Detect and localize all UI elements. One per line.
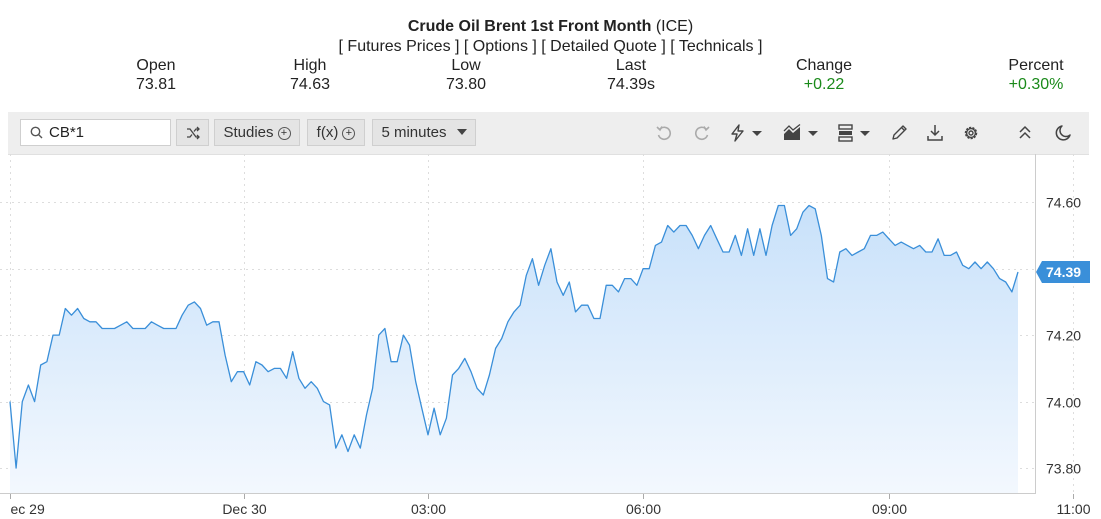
search-icon	[30, 126, 43, 139]
redo-button[interactable]	[693, 124, 711, 142]
time-tick-label: Dec 30	[222, 501, 267, 517]
add-icon: +	[342, 127, 356, 140]
fx-button[interactable]: f(x) +	[307, 119, 365, 146]
futures-prices-link[interactable]: [ Futures Prices ]	[338, 38, 460, 55]
undo-icon	[656, 126, 672, 141]
time-tick-label: 03:00	[411, 501, 446, 517]
fx-label: f(x)	[316, 124, 339, 141]
detailed-quote-link[interactable]: [ Detailed Quote ]	[541, 38, 666, 55]
last-price-badge: 74.39	[1036, 261, 1090, 283]
high-value: 74.63	[289, 76, 331, 93]
pencil-icon	[892, 125, 907, 140]
theme-toggle[interactable]	[1054, 124, 1072, 142]
interval-label: 5 minutes	[381, 124, 447, 141]
technicals-link[interactable]: [ Technicals ]	[670, 38, 763, 55]
lightning-menu[interactable]	[729, 124, 765, 142]
download-button[interactable]	[926, 124, 944, 142]
open-label: Open	[136, 57, 176, 74]
interval-select[interactable]: 5 minutes	[372, 119, 476, 146]
gear-icon	[964, 126, 978, 140]
layout-icon	[838, 124, 870, 142]
chart-toolbar: Studies+ f(x)+ 5 minutes	[8, 112, 1089, 155]
quote-high: High 74.63	[280, 56, 340, 94]
percent-value: +0.30%	[1008, 76, 1064, 93]
low-label: Low	[451, 57, 481, 74]
last-price-label: 74.39	[1046, 264, 1081, 280]
shuffle-button[interactable]	[176, 119, 209, 146]
chevron-down-icon	[456, 129, 467, 135]
redo-icon	[694, 126, 710, 141]
add-icon: +	[277, 127, 291, 140]
undo-button[interactable]	[655, 124, 673, 142]
draw-button[interactable]	[890, 124, 908, 142]
page-title: Crude Oil Brent 1st Front Month (ICE)	[0, 17, 1101, 37]
price-tick-label: 74.00	[1046, 395, 1081, 411]
price-tick-label: 74.60	[1046, 195, 1081, 211]
price-area	[10, 205, 1018, 493]
last-value: 74.39s	[606, 76, 656, 93]
instrument-name: Crude Oil Brent 1st Front Month	[407, 18, 652, 35]
exchange-name: (ICE)	[655, 18, 694, 35]
change-value: +0.22	[803, 76, 845, 93]
low-value: 73.80	[445, 76, 487, 93]
shuffle-icon	[186, 126, 200, 140]
quote-last: Last 74.39s	[596, 56, 666, 94]
last-label: Last	[615, 57, 647, 74]
price-line	[9, 204, 1019, 469]
time-tick-label: 09:00	[872, 501, 907, 517]
time-tick-label: 11:00	[1057, 501, 1091, 517]
chart-type-menu[interactable]	[783, 124, 819, 142]
studies-label: Studies	[223, 124, 274, 141]
price-tick-label: 74.20	[1046, 328, 1081, 344]
download-icon	[927, 125, 943, 141]
open-value: 73.81	[135, 76, 177, 93]
options-link[interactable]: [ Options ]	[463, 38, 537, 55]
symbol-search-input[interactable]	[49, 123, 167, 142]
price-tick-label: 73.80	[1046, 461, 1081, 477]
nav-links: [ Futures Prices ] [ Options ] [ Detaile…	[0, 37, 1101, 57]
layout-menu[interactable]	[837, 124, 873, 142]
collapse-button[interactable]	[1017, 124, 1033, 142]
symbol-search[interactable]	[20, 119, 171, 146]
lightning-icon	[731, 124, 762, 142]
dark-mode-icon	[1055, 125, 1071, 141]
high-label: High	[293, 57, 327, 74]
quote-percent: Percent +0.30%	[996, 56, 1076, 94]
collapse-icon	[1019, 125, 1031, 139]
studies-button[interactable]: Studies +	[214, 119, 300, 146]
time-tick-label: 06:00	[626, 501, 661, 517]
time-tick-label: ec 29	[11, 501, 45, 517]
chart-type-icon	[783, 124, 818, 140]
quote-open: Open 73.81	[126, 56, 186, 94]
percent-label: Percent	[1008, 57, 1064, 74]
quote-change: Change +0.22	[784, 56, 864, 94]
change-label: Change	[795, 57, 853, 74]
settings-button[interactable]	[962, 124, 980, 142]
quote-low: Low 73.80	[436, 56, 496, 94]
